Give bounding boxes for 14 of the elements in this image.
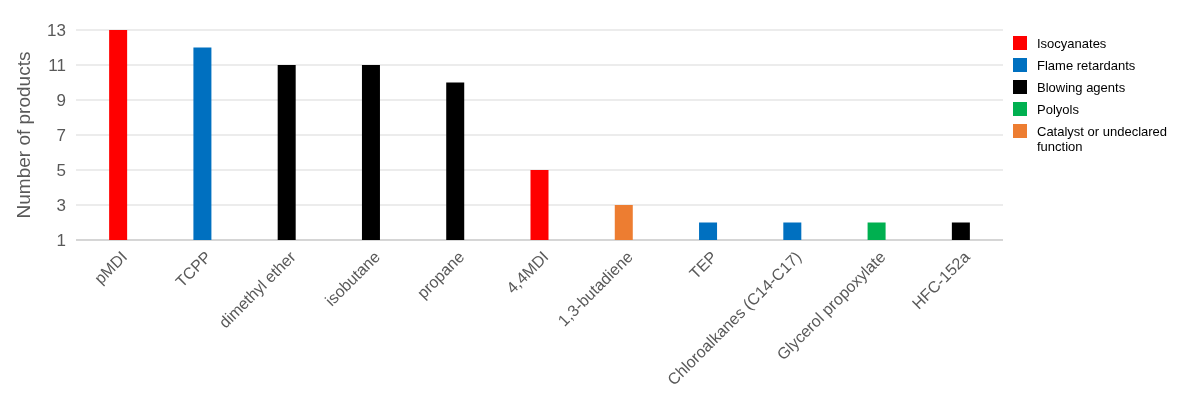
- y-tick-label: 11: [48, 55, 66, 75]
- legend-label: Flame retardants: [1037, 57, 1136, 73]
- legend-label: Catalyst or undeclared function: [1037, 123, 1168, 155]
- y-tick-label: 7: [56, 125, 66, 145]
- legend-label: Isocyanates: [1037, 35, 1107, 51]
- y-axis-title: Number of products: [13, 51, 34, 219]
- y-tick-label: 3: [56, 195, 66, 215]
- y-tick-label: 5: [56, 160, 66, 180]
- legend-label: Polyols: [1037, 101, 1080, 117]
- y-tick-label: 13: [47, 20, 66, 40]
- y-tick-label: 9: [56, 90, 66, 110]
- x-tick-label: TEP: [686, 248, 721, 283]
- y-tick-label: 1: [56, 230, 66, 250]
- legend-label: Blowing agents: [1037, 79, 1126, 95]
